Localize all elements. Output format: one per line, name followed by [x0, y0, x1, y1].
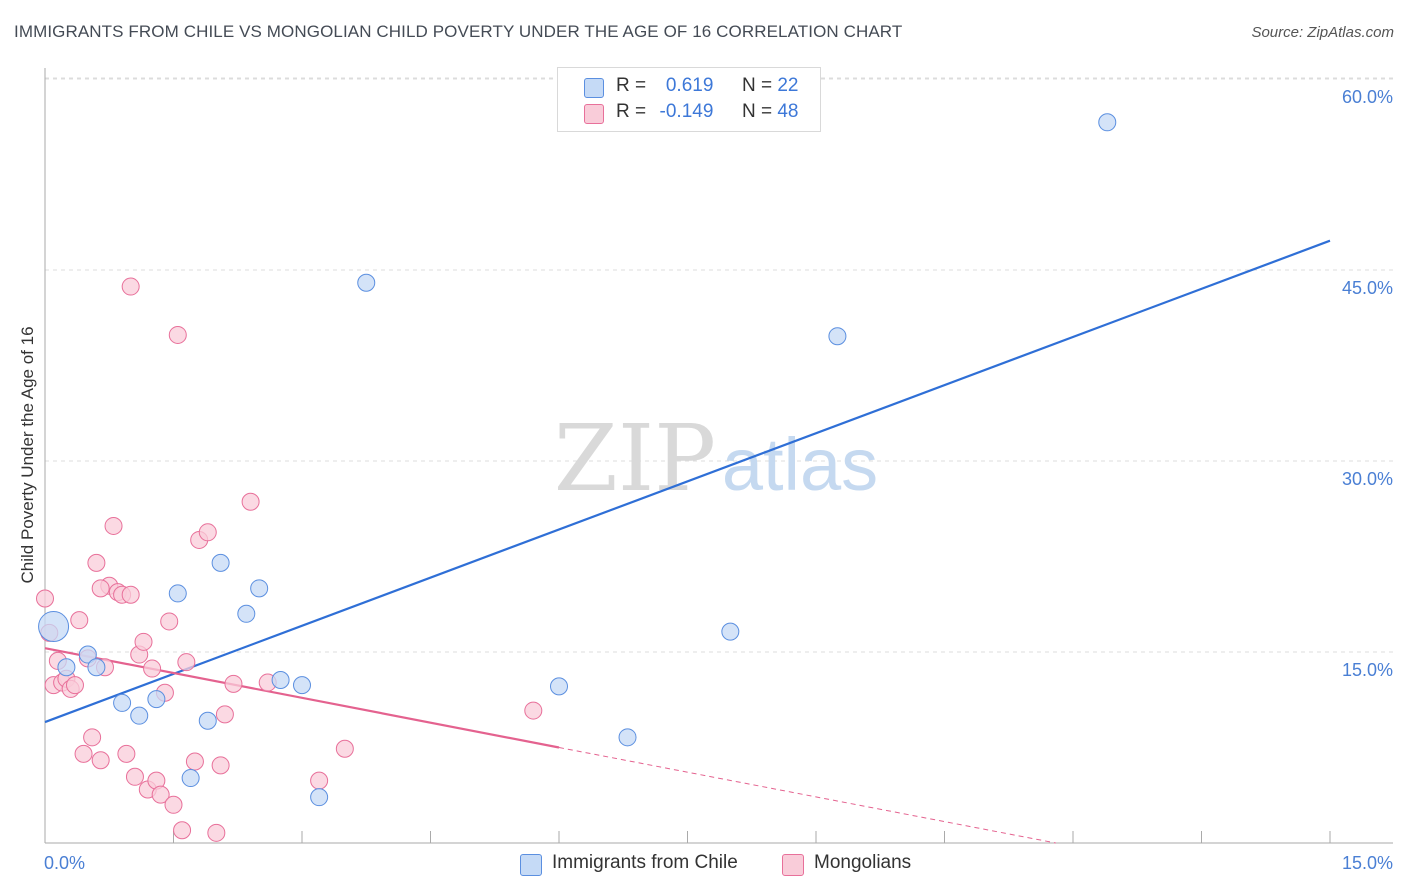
grid-lines: [45, 77, 1393, 653]
source-label: Source: ZipAtlas.com: [1251, 24, 1394, 41]
r-label: R =: [616, 75, 647, 96]
point-chile: [38, 611, 70, 643]
point-mongolians: [211, 756, 230, 775]
point-chile: [237, 604, 256, 623]
point-mongolians: [125, 767, 144, 786]
point-mongolians: [121, 277, 140, 296]
legend-label-chile: Immigrants from Chile: [552, 852, 738, 873]
r-value-mongolians: -0.149: [659, 101, 714, 122]
point-mongolians: [160, 612, 179, 631]
trend-line-chile: [44, 239, 1331, 724]
point-chile: [57, 658, 76, 677]
point-chile: [147, 690, 166, 709]
n-value-chile: 22: [777, 75, 799, 96]
y-tick-label: 45.0%: [1342, 278, 1393, 298]
point-mongolians: [91, 751, 110, 770]
point-mongolians: [104, 516, 123, 535]
point-mongolians: [198, 523, 217, 542]
legend-swatch-mongolians: [584, 104, 604, 124]
point-mongolians: [117, 744, 136, 763]
point-mongolians: [310, 771, 329, 790]
trend-lines: [44, 239, 1331, 844]
point-mongolians: [241, 492, 260, 511]
point-chile: [828, 327, 847, 346]
point-mongolians: [207, 823, 226, 842]
point-mongolians: [164, 795, 183, 814]
point-mongolians: [185, 752, 204, 771]
y-axis-label: Child Poverty Under the Age of 16: [18, 326, 37, 583]
trend-line-mongolians-extension: [558, 747, 1056, 844]
point-mongolians: [173, 821, 192, 840]
point-mongolians: [36, 589, 54, 608]
y-tick-label: 15.0%: [1342, 660, 1393, 680]
point-mongolians: [83, 728, 102, 747]
point-chile: [113, 693, 132, 712]
point-mongolians: [224, 674, 243, 693]
legend-swatch-mongolians: [782, 854, 804, 876]
legend-label-mongolians: Mongolians: [814, 852, 912, 873]
point-chile: [721, 622, 740, 641]
n-value-mongolians: 48: [777, 101, 799, 122]
point-mongolians: [87, 553, 106, 572]
point-mongolians: [177, 653, 196, 672]
n-label: N =: [741, 101, 773, 122]
point-mongolians: [134, 632, 153, 651]
point-chile: [168, 584, 187, 603]
r-value-chile: 0.619: [665, 75, 714, 96]
point-mongolians: [524, 701, 543, 720]
point-chile: [198, 711, 217, 730]
point-mongolians: [91, 579, 110, 598]
tick-labels: 15.0% 30.0% 45.0% 60.0% 0.0% 15.0%: [44, 87, 1393, 873]
chart-title: IMMIGRANTS FROM CHILE VS MONGOLIAN CHILD…: [14, 22, 903, 41]
point-mongolians: [215, 705, 234, 724]
legend-item-mongolians[interactable]: Mongolians: [782, 852, 932, 878]
r-label: R =: [616, 101, 647, 122]
point-mongolians: [151, 785, 170, 804]
point-chile: [550, 677, 568, 696]
correlation-legend: R = 0.619 N = 22 R = -0.149 N = 48: [557, 67, 821, 132]
point-mongolians: [74, 744, 93, 763]
point-mongolians: [65, 676, 84, 695]
legend-item-chile[interactable]: Immigrants from Chile: [520, 852, 760, 878]
point-chile: [271, 671, 290, 690]
y-tick-label: 30.0%: [1342, 469, 1393, 489]
legend-swatch-chile: [520, 854, 542, 876]
data-points: [36, 113, 1117, 842]
trend-line-mongolians: [44, 647, 560, 749]
n-label: N =: [741, 75, 773, 96]
point-chile: [250, 579, 269, 598]
point-chile: [87, 658, 106, 677]
point-chile: [293, 676, 311, 695]
point-chile: [211, 553, 230, 572]
point-mongolians: [335, 739, 354, 758]
x-tick-label: 15.0%: [1342, 853, 1393, 873]
point-chile: [357, 273, 376, 292]
point-chile: [618, 728, 637, 747]
point-mongolians: [121, 585, 140, 604]
point-chile: [130, 706, 149, 725]
legend-swatch-chile: [584, 78, 604, 98]
point-mongolians: [143, 659, 162, 678]
y-tick-label: 60.0%: [1342, 87, 1393, 107]
point-chile: [310, 788, 329, 807]
point-mongolians: [70, 611, 89, 630]
watermark-zip: ZIP: [554, 405, 716, 512]
watermark-atlas: atlas: [722, 423, 878, 506]
axes: [44, 68, 1393, 844]
point-mongolians: [168, 325, 187, 344]
point-chile: [181, 769, 200, 788]
watermark: ZIP atlas: [554, 405, 878, 512]
x-tick-label: 0.0%: [44, 853, 85, 873]
point-chile: [1098, 113, 1117, 132]
point-chile: [78, 645, 97, 664]
